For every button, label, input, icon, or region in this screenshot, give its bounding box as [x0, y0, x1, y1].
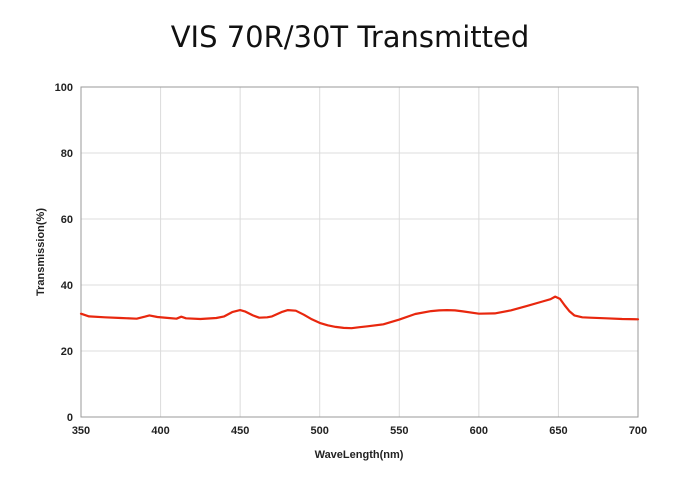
y-axis-label: Transmission(%) [35, 208, 47, 296]
plot-frame [80, 86, 639, 418]
x-axis-ticks: 350 400 450 500 550 600 650 700 [72, 425, 647, 437]
x-tick-label: 450 [231, 425, 249, 437]
x-axis-label: WaveLength(nm) [315, 449, 404, 461]
x-tick-label: 500 [311, 425, 329, 437]
x-tick-label: 550 [390, 425, 408, 437]
y-tick-label: 0 [67, 412, 73, 424]
x-tick-label: 700 [629, 425, 647, 437]
y-tick-label: 80 [61, 148, 73, 160]
y-tick-label: 60 [61, 214, 73, 226]
chart-title: VIS 70R/30T Transmitted [170, 20, 530, 54]
x-tick-label: 600 [470, 425, 488, 437]
x-tick-label: 350 [72, 425, 90, 437]
x-tick-label: 400 [151, 425, 169, 437]
y-axis-ticks: 0 20 40 60 80 100 [55, 82, 73, 424]
y-tick-label: 20 [61, 346, 73, 358]
grid [80, 86, 639, 418]
x-tick-label: 650 [549, 425, 567, 437]
series-line [79, 295, 640, 330]
y-tick-label: 40 [61, 280, 73, 292]
y-tick-label: 100 [55, 82, 73, 94]
